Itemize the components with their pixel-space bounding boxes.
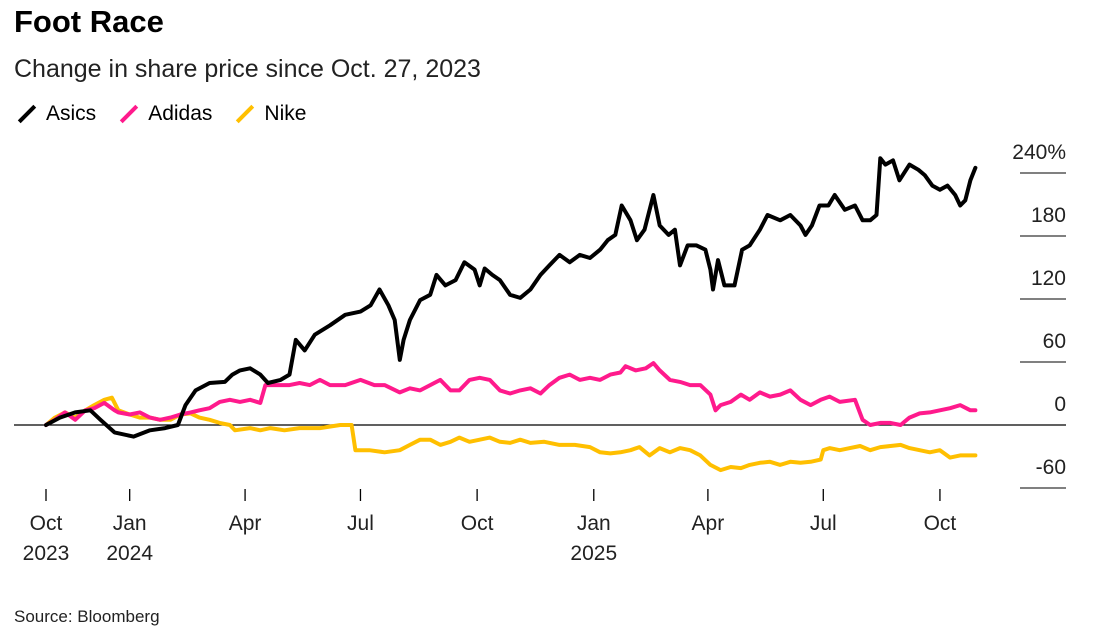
source-note: Source: Bloomberg (14, 607, 160, 626)
x-tick-label: Jan (577, 512, 611, 535)
y-tick-label: -60 (1036, 456, 1066, 479)
x-tick-label: Oct (461, 512, 494, 535)
x-tick-year-label: 2023 (23, 542, 70, 565)
y-tick-label: 240% (1012, 141, 1066, 164)
series-line-adidas (44, 361, 978, 427)
legend-item-nike: Nike (234, 102, 306, 126)
x-tick-year-label: 2025 (570, 542, 617, 565)
x-tick-label: Jul (810, 512, 837, 535)
chart-subtitle: Change in share price since Oct. 27, 202… (14, 55, 481, 83)
legend-item-adidas: Adidas (118, 102, 212, 126)
legend-label-adidas: Adidas (148, 102, 213, 125)
x-tick-label: Apr (229, 512, 262, 535)
x-tick-label: Oct (924, 512, 957, 535)
legend-label-asics: Asics (46, 102, 97, 125)
legend-item-asics: Asics (16, 102, 96, 126)
x-tick-year-label: 2024 (106, 542, 153, 565)
x-tick-label: Jul (347, 512, 374, 535)
x-tick-label: Oct (30, 512, 63, 535)
x-tick-label: Jan (113, 512, 147, 535)
legend: Asics Adidas Nike (16, 102, 306, 126)
series-line-asics (44, 156, 978, 439)
legend-label-nike: Nike (264, 102, 307, 125)
y-tick-label: 60 (1043, 330, 1066, 353)
x-tick-label: Apr (692, 512, 725, 535)
y-tick-label: 120 (1031, 267, 1066, 290)
y-tick-label: 0 (1054, 393, 1066, 416)
y-tick-label: 180 (1031, 204, 1066, 227)
chart-title: Foot Race (14, 4, 164, 39)
